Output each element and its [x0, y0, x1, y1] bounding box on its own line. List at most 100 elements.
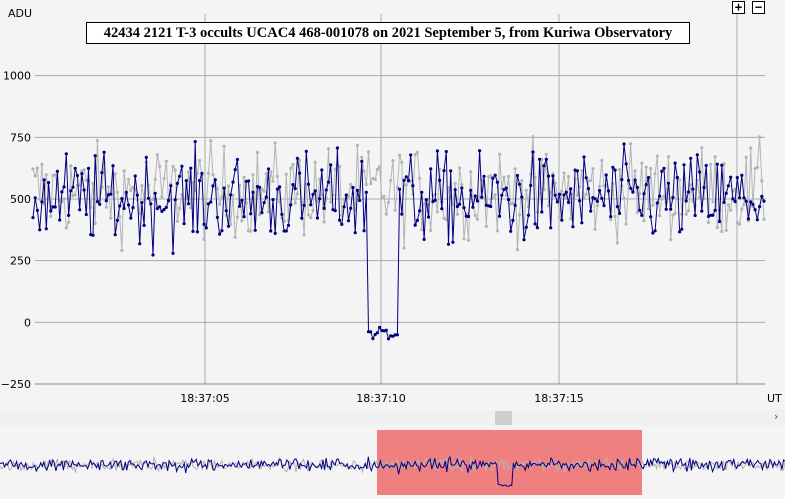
target-series-point [220, 229, 224, 233]
target-series-point [166, 198, 171, 202]
target-series-point [726, 184, 731, 188]
target-series-point [669, 207, 673, 211]
comparison-series-point [226, 184, 231, 188]
target-series-point [186, 202, 191, 206]
scrollbar-thumb[interactable] [495, 411, 512, 425]
target-series-point [651, 231, 655, 235]
comparison-series-point [758, 135, 762, 139]
target-series-point [666, 181, 671, 185]
target-series-point [644, 183, 648, 187]
target-series-point [269, 229, 273, 233]
target-series-point [358, 198, 362, 203]
y-tick-label: 1000 [3, 70, 31, 83]
target-series-point [489, 204, 493, 209]
target-series-point [271, 198, 275, 202]
target-series-point [238, 204, 242, 208]
comparison-series-point [375, 167, 379, 171]
comparison-series-point [33, 174, 37, 178]
comparison-series-point [258, 213, 262, 217]
target-series-point [675, 175, 679, 180]
comparison-series-point [498, 152, 502, 156]
target-series-point [478, 149, 482, 153]
target-series-point [100, 171, 104, 175]
comparison-series-point [711, 200, 715, 204]
target-series-point [31, 216, 35, 220]
comparison-series-point [589, 178, 593, 183]
target-series-point [235, 157, 239, 162]
target-series-point [595, 199, 600, 203]
comparison-series-point [609, 217, 613, 222]
target-series-point [640, 213, 644, 217]
target-series-point [524, 225, 528, 229]
comparison-series-point [211, 173, 215, 177]
comparison-series-point [122, 169, 126, 173]
comparison-series-point [558, 215, 562, 219]
target-series-point [575, 169, 580, 173]
target-series-point [44, 227, 48, 231]
comparison-series-point [218, 202, 222, 206]
comparison-series-point [338, 164, 342, 169]
comparison-series-point [655, 154, 659, 158]
comparison-series-point [158, 164, 162, 168]
target-series-point [78, 208, 82, 212]
comparison-series-point [698, 195, 702, 199]
target-series-point [604, 173, 608, 177]
comparison-series-point [255, 150, 259, 154]
target-series-point [133, 174, 137, 178]
comparison-series-point [151, 197, 155, 201]
target-series-point [589, 209, 593, 213]
target-series-point [229, 193, 233, 197]
comparison-series-point [306, 213, 311, 217]
target-series-point [242, 215, 246, 219]
target-series-point [558, 192, 562, 196]
comparison-series-point [709, 162, 713, 166]
comparison-series-point [106, 185, 111, 189]
comparison-series-point [382, 194, 386, 198]
target-series-point [580, 221, 584, 225]
scrollbar-track[interactable] [0, 410, 785, 426]
target-series-point [618, 211, 622, 215]
target-series-point [742, 196, 746, 200]
comparison-series-point [491, 196, 495, 200]
zoom-out-button[interactable]: − [752, 1, 765, 14]
comparison-series-point [598, 184, 602, 188]
target-series-point [642, 192, 646, 196]
comparison-series-point [126, 177, 131, 181]
comparison-series-point [715, 225, 719, 230]
comparison-series-point [531, 135, 535, 139]
target-series-line [32, 141, 765, 340]
target-series-point [193, 140, 197, 144]
comparison-series-point [729, 208, 733, 212]
target-series-point [418, 209, 422, 213]
comparison-series-point [293, 201, 297, 205]
comparison-series-point [726, 203, 731, 207]
target-series-point [689, 156, 693, 160]
target-series-point [458, 202, 462, 206]
target-series-point [546, 174, 551, 178]
target-series-point [571, 225, 575, 229]
zoom-in-button[interactable]: + [732, 1, 745, 14]
comparison-series-point [220, 195, 224, 199]
target-series-point [198, 179, 202, 183]
target-series-point [189, 166, 193, 170]
comparison-series-point [131, 185, 135, 189]
scroll-right-arrow[interactable]: › [774, 410, 779, 423]
target-series-point [349, 206, 353, 210]
target-series-point [413, 223, 417, 227]
comparison-series-point [660, 197, 664, 201]
comparison-series-point [233, 235, 237, 239]
comparison-series-point [175, 219, 179, 223]
target-series-point [555, 200, 560, 204]
comparison-series-point [384, 212, 388, 216]
comparison-series-point [524, 188, 528, 192]
target-series-point [138, 242, 142, 246]
target-series-point [384, 328, 388, 332]
comparison-series-point [235, 215, 239, 219]
comparison-series-point [466, 238, 471, 242]
target-series-point [686, 190, 691, 194]
comparison-series-point [355, 143, 359, 147]
target-series-point [498, 214, 502, 218]
target-series-point [653, 229, 657, 233]
comparison-series-point [251, 173, 255, 177]
target-series-point [173, 198, 177, 202]
